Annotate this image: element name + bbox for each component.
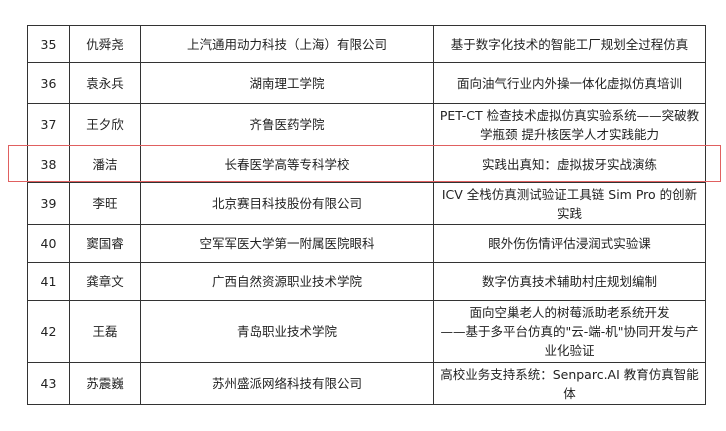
- organization: 长春医学高等专科学校: [140, 145, 434, 183]
- row-number: 37: [27, 103, 70, 146]
- person-name: 窦国睿: [69, 224, 141, 263]
- person-name: 袁永兵: [69, 62, 141, 104]
- table-row: 36 袁永兵 湖南理工学院 面向油气行业内外操一体化虚拟仿真培训: [27, 62, 706, 104]
- project-title: 面向油气行业内外操一体化虚拟仿真培训: [433, 62, 706, 104]
- row-number: 42: [27, 300, 70, 363]
- organization: 空军军医大学第一附属医院眼科: [140, 224, 434, 263]
- row-number: 36: [27, 62, 70, 104]
- row-number: 38: [27, 145, 70, 183]
- awards-table: 35 仇舜尧 上汽通用动力科技（上海）有限公司 基于数字化技术的智能工厂规划全过程仿真…: [27, 25, 706, 405]
- person-name: 王夕欣: [69, 103, 141, 146]
- organization: 青岛职业技术学院: [140, 300, 434, 363]
- project-title: 实践出真知：虚拟拔牙实战演练: [433, 145, 706, 183]
- person-name: 苏震巍: [69, 362, 141, 405]
- person-name: 王磊: [69, 300, 141, 363]
- person-name: 仇舜尧: [69, 25, 141, 63]
- project-title: 基于数字化技术的智能工厂规划全过程仿真: [433, 25, 706, 63]
- table-row: 35 仇舜尧 上汽通用动力科技（上海）有限公司 基于数字化技术的智能工厂规划全过程仿真: [27, 25, 706, 63]
- table-row: 41 龚章文 广西自然资源职业技术学院 数字仿真技术辅助村庄规划编制: [27, 262, 706, 301]
- table-row: 39 李旺 北京赛目科技股份有限公司 ICV 全栈仿真测试验证工具链 Sim Pro …: [27, 182, 706, 225]
- organization: 苏州盛派网络科技有限公司: [140, 362, 434, 405]
- project-title: ICV 全栈仿真测试验证工具链 Sim Pro 的创新实践: [433, 182, 706, 225]
- person-name: 李旺: [69, 182, 141, 225]
- table-row: 40 窦国睿 空军军医大学第一附属医院眼科 眼外伤伤情评估浸润式实验课: [27, 224, 706, 263]
- person-name: 龚章文: [69, 262, 141, 301]
- person-name: 潘洁: [69, 145, 141, 183]
- row-number: 35: [27, 25, 70, 63]
- organization: 广西自然资源职业技术学院: [140, 262, 434, 301]
- project-title: PET-CT 检查技术虚拟仿真实验系统——突破教学瓶颈 提升核医学人才实践能力: [433, 103, 706, 146]
- row-number: 40: [27, 224, 70, 263]
- table-row: 43 苏震巍 苏州盛派网络科技有限公司 高校业务支持系统：Senparc.AI 教育仿…: [27, 362, 706, 405]
- table-row: 38 潘洁 长春医学高等专科学校 实践出真知：虚拟拔牙实战演练: [27, 145, 706, 183]
- organization: 上汽通用动力科技（上海）有限公司: [140, 25, 434, 63]
- project-title: 眼外伤伤情评估浸润式实验课: [433, 224, 706, 263]
- row-number: 39: [27, 182, 70, 225]
- table-row: 42 王磊 青岛职业技术学院 面向空巢老人的树莓派助老系统开发 ——基于多平台仿真的"…: [27, 300, 706, 363]
- project-title: 高校业务支持系统：Senparc.AI 教育仿真智能体: [433, 362, 706, 405]
- row-number: 41: [27, 262, 70, 301]
- table-row: 37 王夕欣 齐鲁医药学院 PET-CT 检查技术虚拟仿真实验系统——突破教学瓶颈 提…: [27, 103, 706, 146]
- organization: 齐鲁医药学院: [140, 103, 434, 146]
- organization: 湖南理工学院: [140, 62, 434, 104]
- project-title: 数字仿真技术辅助村庄规划编制: [433, 262, 706, 301]
- organization: 北京赛目科技股份有限公司: [140, 182, 434, 225]
- project-title: 面向空巢老人的树莓派助老系统开发 ——基于多平台仿真的"云-端-机"协同开发与产…: [433, 300, 706, 363]
- row-number: 43: [27, 362, 70, 405]
